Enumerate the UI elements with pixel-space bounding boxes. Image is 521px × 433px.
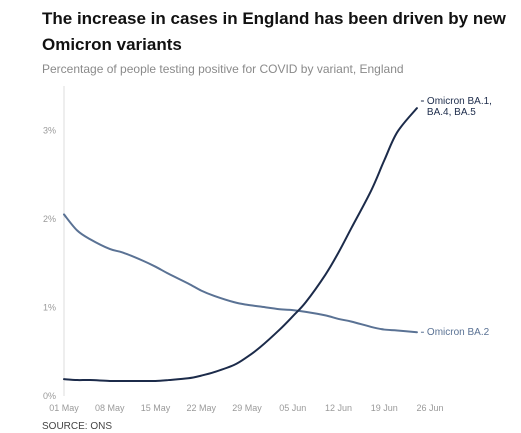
series-label: Omicron BA.2 <box>420 327 490 338</box>
chart-subtitle: Percentage of people testing positive fo… <box>42 62 404 76</box>
y-tick-label: 3% <box>43 125 56 135</box>
series-line <box>63 107 418 383</box>
series-label: Omicron BA.1, BA.4, BA.5 <box>420 96 492 118</box>
x-tick-label: 15 May <box>141 403 171 413</box>
series-label-text: Omicron BA.2 <box>427 327 490 338</box>
x-tick-labels: 01 May 08 May 15 May 22 May 29 May 05 Jun 12 J… <box>49 403 443 413</box>
x-tick-label: 12 Jun <box>325 403 352 413</box>
y-tick-label: 0% <box>43 391 56 401</box>
x-tick-label: 08 May <box>95 403 125 413</box>
chart-source: SOURCE: ONS <box>42 421 113 432</box>
series-labels: Omicron BA.2 Omicron BA.1, BA.4, BA.5 <box>420 96 492 338</box>
x-tick-label: 19 Jun <box>371 403 398 413</box>
y-tick-label: 1% <box>43 302 56 312</box>
x-tick-label: 29 May <box>232 403 262 413</box>
chart-title: The increase in cases in England has bee… <box>42 9 506 54</box>
series-label-text: Omicron BA.1, BA.4, BA.5 <box>427 96 492 118</box>
x-tick-label: 05 Jun <box>279 403 306 413</box>
series-line <box>63 213 418 334</box>
series-lines <box>63 107 418 383</box>
y-tick-label: 2% <box>43 214 56 224</box>
x-tick-label: 22 May <box>186 403 216 413</box>
x-tick-label: 26 Jun <box>416 403 443 413</box>
y-tick-labels: 0% 1% 2% 3% <box>43 125 56 401</box>
x-tick-label: 01 May <box>49 403 79 413</box>
